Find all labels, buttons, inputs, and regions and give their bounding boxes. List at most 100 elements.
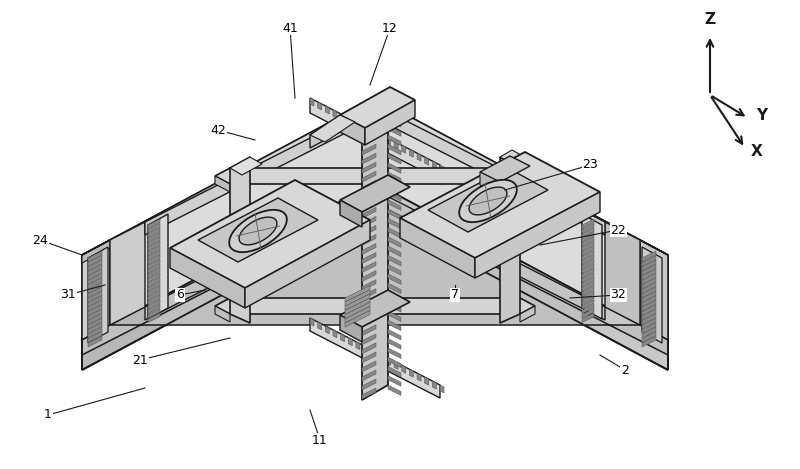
Text: 11: 11 xyxy=(312,433,328,446)
Polygon shape xyxy=(148,309,160,318)
Polygon shape xyxy=(148,268,160,278)
Polygon shape xyxy=(417,373,421,381)
Polygon shape xyxy=(145,105,605,235)
Polygon shape xyxy=(388,256,401,266)
Polygon shape xyxy=(642,332,656,342)
Polygon shape xyxy=(362,343,376,354)
Polygon shape xyxy=(582,295,594,304)
Polygon shape xyxy=(642,318,656,329)
Polygon shape xyxy=(362,288,376,300)
Polygon shape xyxy=(362,108,376,119)
Polygon shape xyxy=(170,248,245,308)
Polygon shape xyxy=(642,287,656,298)
Polygon shape xyxy=(520,306,535,322)
Polygon shape xyxy=(362,144,376,155)
Polygon shape xyxy=(148,264,160,273)
Polygon shape xyxy=(88,269,102,280)
Polygon shape xyxy=(642,327,656,338)
Polygon shape xyxy=(310,98,314,106)
Polygon shape xyxy=(410,149,414,157)
Polygon shape xyxy=(582,277,594,287)
Polygon shape xyxy=(388,339,401,349)
Polygon shape xyxy=(582,233,594,242)
Polygon shape xyxy=(198,198,318,262)
Text: Y: Y xyxy=(756,108,767,123)
Polygon shape xyxy=(215,298,535,314)
Polygon shape xyxy=(642,247,662,343)
Polygon shape xyxy=(642,260,656,271)
Polygon shape xyxy=(340,290,410,327)
Polygon shape xyxy=(642,309,656,320)
Polygon shape xyxy=(388,144,401,155)
Polygon shape xyxy=(310,115,340,148)
Ellipse shape xyxy=(229,210,287,252)
Polygon shape xyxy=(148,295,160,304)
Polygon shape xyxy=(582,214,602,319)
Text: 23: 23 xyxy=(582,159,598,172)
Polygon shape xyxy=(388,292,401,303)
Text: 42: 42 xyxy=(210,123,226,136)
Polygon shape xyxy=(402,145,406,153)
Polygon shape xyxy=(333,330,337,338)
Polygon shape xyxy=(318,322,322,330)
Polygon shape xyxy=(148,272,160,282)
Polygon shape xyxy=(340,315,362,342)
Polygon shape xyxy=(394,141,398,149)
Polygon shape xyxy=(388,283,401,294)
Text: Z: Z xyxy=(705,12,715,27)
Polygon shape xyxy=(363,126,367,134)
Polygon shape xyxy=(362,262,376,272)
Polygon shape xyxy=(326,326,330,334)
Polygon shape xyxy=(82,240,110,263)
Polygon shape xyxy=(388,98,401,108)
Polygon shape xyxy=(388,348,401,358)
Polygon shape xyxy=(642,269,656,280)
Text: 12: 12 xyxy=(382,22,398,35)
Polygon shape xyxy=(388,366,401,377)
Polygon shape xyxy=(340,115,365,145)
Polygon shape xyxy=(432,161,436,169)
Polygon shape xyxy=(400,218,475,278)
Polygon shape xyxy=(362,361,376,372)
Polygon shape xyxy=(582,246,594,255)
Polygon shape xyxy=(582,300,594,309)
Polygon shape xyxy=(215,306,230,322)
Polygon shape xyxy=(88,251,102,262)
Polygon shape xyxy=(362,117,376,128)
Polygon shape xyxy=(148,242,160,251)
Polygon shape xyxy=(362,162,376,173)
Polygon shape xyxy=(582,291,594,300)
Text: 7: 7 xyxy=(451,288,459,302)
Polygon shape xyxy=(345,294,370,310)
Polygon shape xyxy=(642,282,656,293)
Polygon shape xyxy=(345,286,370,302)
Polygon shape xyxy=(388,172,401,182)
Polygon shape xyxy=(388,182,401,192)
Polygon shape xyxy=(230,157,250,323)
Polygon shape xyxy=(500,157,520,323)
Polygon shape xyxy=(148,313,160,323)
Polygon shape xyxy=(88,309,102,320)
Polygon shape xyxy=(642,291,656,302)
Polygon shape xyxy=(310,318,440,398)
Polygon shape xyxy=(432,381,436,389)
Polygon shape xyxy=(88,247,108,343)
Polygon shape xyxy=(362,252,376,264)
Polygon shape xyxy=(642,256,656,266)
Polygon shape xyxy=(340,200,362,227)
Text: 41: 41 xyxy=(282,22,298,35)
Text: 21: 21 xyxy=(132,354,148,366)
Polygon shape xyxy=(318,102,322,110)
Polygon shape xyxy=(362,352,376,363)
Polygon shape xyxy=(388,135,401,145)
Polygon shape xyxy=(340,87,415,128)
Polygon shape xyxy=(582,255,594,265)
Polygon shape xyxy=(582,223,594,233)
Text: 24: 24 xyxy=(32,234,48,247)
Polygon shape xyxy=(362,216,376,227)
Polygon shape xyxy=(148,286,160,295)
Polygon shape xyxy=(82,183,375,370)
Polygon shape xyxy=(475,192,600,278)
Polygon shape xyxy=(388,237,401,247)
Polygon shape xyxy=(388,320,401,331)
